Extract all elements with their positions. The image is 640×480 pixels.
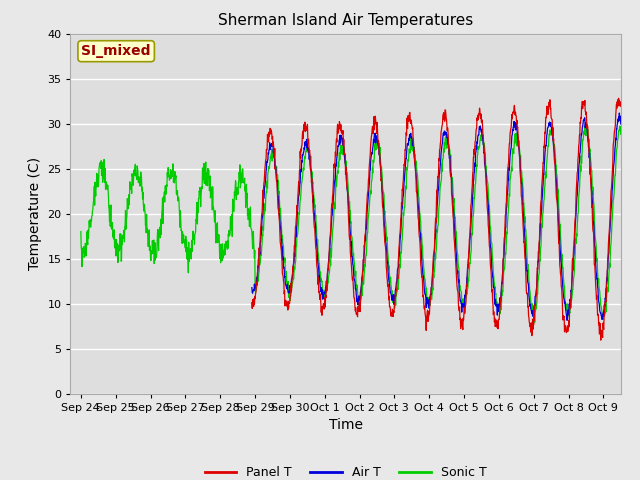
Text: SI_mixed: SI_mixed [81, 44, 151, 58]
Y-axis label: Temperature (C): Temperature (C) [28, 157, 42, 270]
Title: Sherman Island Air Temperatures: Sherman Island Air Temperatures [218, 13, 473, 28]
X-axis label: Time: Time [328, 418, 363, 432]
Legend: Panel T, Air T, Sonic T: Panel T, Air T, Sonic T [200, 461, 492, 480]
